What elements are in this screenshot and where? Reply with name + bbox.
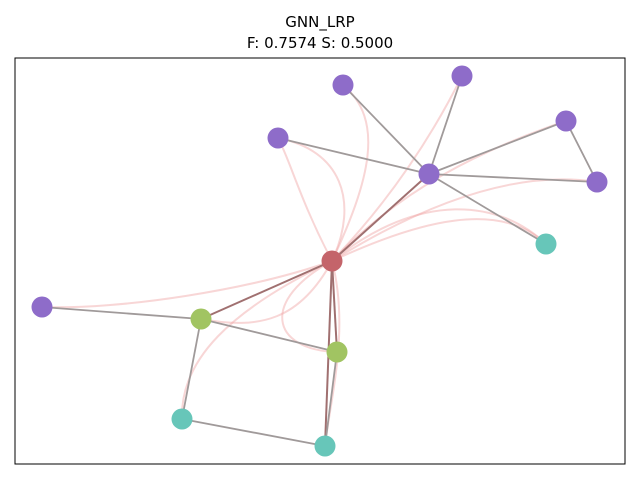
graph-edge: [277, 137, 430, 175]
graph-nodes: [31, 65, 608, 457]
graph-edge: [181, 318, 202, 420]
relevance-paths: [41, 75, 598, 447]
graph-node: [586, 171, 608, 193]
graph-node: [555, 110, 577, 132]
graph-node: [451, 65, 473, 87]
graph-edge: [428, 75, 463, 175]
graph-edge: [428, 173, 547, 245]
graph-edge: [331, 260, 338, 353]
chart-title: GNN_LRP: [285, 13, 355, 31]
graph-node: [267, 127, 289, 149]
graph-node: [321, 250, 343, 272]
graph-node: [418, 163, 440, 185]
graph-edges: [41, 75, 598, 447]
relevance-path: [277, 137, 346, 262]
chart-subtitle: F: 0.7574 S: 0.5000: [246, 34, 394, 52]
graph-edge: [200, 318, 338, 353]
relevance-path: [331, 218, 547, 262]
relevance-path: [331, 178, 598, 262]
relevance-path: [41, 260, 333, 309]
graph-node: [535, 233, 557, 255]
graph-node: [171, 408, 193, 430]
graph-node: [190, 308, 212, 330]
graph-edge: [428, 173, 598, 183]
graph-edge: [41, 306, 202, 320]
relevance-path: [281, 260, 338, 353]
relevance-path: [331, 208, 547, 262]
plot-frame: [14, 57, 626, 465]
graph-edge: [342, 84, 430, 175]
relevance-path: [277, 137, 333, 262]
graph-edge: [200, 260, 333, 320]
graph-edge: [428, 120, 567, 175]
graph-node: [332, 74, 354, 96]
graph-node: [326, 341, 348, 363]
graph-edge: [565, 120, 598, 183]
graph-edge: [331, 173, 430, 262]
relevance-path: [200, 260, 333, 324]
graph-node: [314, 435, 336, 457]
graph-node: [31, 296, 53, 318]
graph-edge: [324, 351, 338, 447]
relevance-path: [180, 260, 333, 420]
graph-edge: [181, 418, 326, 447]
